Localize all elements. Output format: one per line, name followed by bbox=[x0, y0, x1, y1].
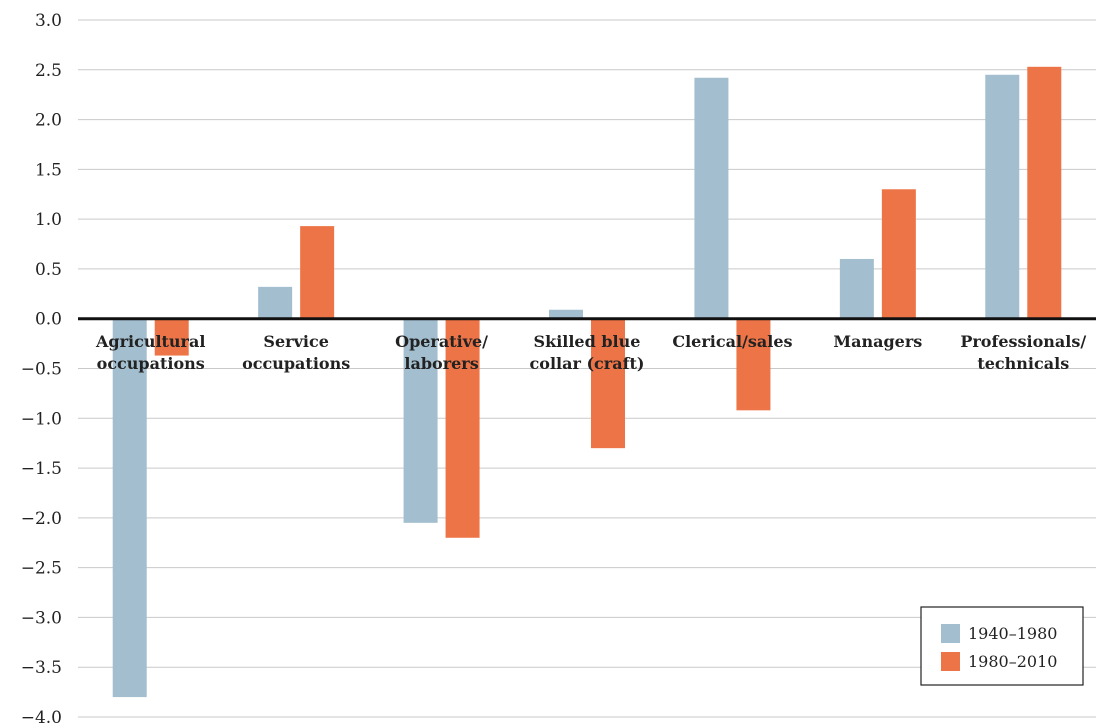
bar-series-2 bbox=[300, 226, 335, 319]
y-tick-label: −4.0 bbox=[21, 708, 62, 727]
category-label: Service bbox=[263, 332, 328, 351]
bar-series-1 bbox=[403, 318, 438, 523]
category-label: technicals bbox=[977, 354, 1069, 373]
bar-series-1 bbox=[839, 258, 874, 319]
bars bbox=[112, 66, 1062, 698]
category-labels: Agricultural occupations Service occupation… bbox=[95, 332, 1086, 373]
bar-series-2 bbox=[736, 318, 771, 411]
legend-box bbox=[920, 606, 1084, 686]
legend-label: 1940–1980 bbox=[968, 624, 1057, 643]
category-label: Clerical/sales bbox=[672, 332, 792, 351]
y-tick-label: 2.5 bbox=[35, 61, 62, 81]
y-tick-label: 2.0 bbox=[35, 111, 62, 131]
bar-series-2 bbox=[591, 318, 625, 449]
category-label: Agricultural bbox=[95, 332, 205, 351]
category-label: Managers bbox=[833, 332, 922, 351]
legend-swatch bbox=[941, 652, 960, 671]
category-label: Skilled blue bbox=[534, 332, 641, 351]
bar-series-1 bbox=[549, 309, 583, 319]
bar-series-1 bbox=[258, 286, 293, 319]
legend-swatch bbox=[941, 624, 960, 643]
category-label: collar (craft) bbox=[530, 354, 645, 373]
y-tick-label: −3.5 bbox=[21, 658, 62, 678]
y-tick-label: −3.0 bbox=[21, 608, 62, 628]
legend: 1940–1980 1980–2010 bbox=[920, 606, 1084, 686]
y-tick-label: −1.0 bbox=[21, 409, 62, 429]
bar-series-2 bbox=[154, 318, 189, 356]
bar-series-1 bbox=[694, 77, 729, 319]
bar-series-2 bbox=[881, 189, 916, 319]
category-label: Operative/ bbox=[395, 332, 488, 351]
bar-series-1 bbox=[985, 74, 1020, 319]
y-tick-label: 3.0 bbox=[35, 11, 62, 31]
category-label: Professionals/ bbox=[960, 332, 1086, 351]
category-label: laborers bbox=[404, 354, 478, 373]
y-tick-label: −1.5 bbox=[21, 459, 62, 479]
bar-series-2 bbox=[445, 318, 480, 538]
legend-label: 1980–2010 bbox=[968, 652, 1057, 671]
y-axis-tick-labels: 3.0 2.5 2.0 1.5 1.0 0.5 0.0 −0.5 −1.0 −1.5 −2.0 −2.… bbox=[21, 11, 62, 727]
y-tick-label: 0.5 bbox=[35, 260, 62, 280]
bar-series-2 bbox=[1027, 66, 1062, 319]
y-tick-label: −2.0 bbox=[21, 509, 62, 529]
y-tick-label: −2.5 bbox=[21, 559, 62, 579]
y-tick-label: −0.5 bbox=[21, 360, 62, 380]
bar-series-1 bbox=[112, 318, 147, 698]
category-label: occupations bbox=[97, 354, 205, 373]
y-tick-label: 1.5 bbox=[35, 160, 62, 180]
y-tick-label: 1.0 bbox=[35, 210, 62, 230]
category-label: occupations bbox=[242, 354, 350, 373]
y-tick-label: 0.0 bbox=[35, 310, 62, 330]
